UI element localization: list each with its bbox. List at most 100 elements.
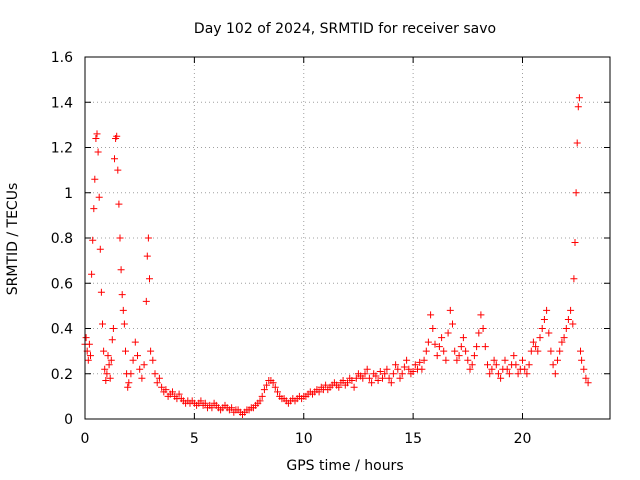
data-point bbox=[363, 365, 371, 373]
data-point bbox=[392, 361, 400, 369]
data-point bbox=[87, 352, 94, 360]
grid-lines bbox=[85, 57, 610, 419]
data-point bbox=[105, 361, 113, 369]
data-point bbox=[120, 320, 128, 328]
data-point bbox=[368, 379, 376, 387]
data-point bbox=[484, 361, 491, 369]
x-tick-label: 10 bbox=[295, 431, 313, 447]
data-point bbox=[468, 361, 476, 369]
x-axis-label: GPS time / hours bbox=[286, 458, 403, 474]
data-point bbox=[101, 365, 109, 373]
data-point bbox=[578, 356, 586, 364]
data-point bbox=[470, 352, 478, 360]
data-point bbox=[140, 361, 148, 369]
data-point bbox=[91, 175, 99, 183]
data-point bbox=[387, 379, 395, 387]
data-point bbox=[201, 399, 209, 407]
data-point bbox=[138, 374, 146, 382]
data-point bbox=[142, 297, 150, 305]
data-point bbox=[118, 291, 126, 299]
data-point bbox=[339, 377, 347, 384]
data-point bbox=[545, 329, 553, 337]
y-tick-label: 1 bbox=[64, 186, 73, 202]
data-point bbox=[510, 352, 518, 360]
y-tick-label: 1.2 bbox=[51, 141, 73, 157]
data-point bbox=[466, 365, 474, 373]
data-point bbox=[486, 370, 494, 378]
data-point bbox=[143, 252, 151, 260]
data-point bbox=[379, 374, 386, 382]
data-point bbox=[558, 338, 566, 346]
data-point bbox=[451, 347, 459, 355]
data-point bbox=[348, 377, 356, 384]
data-points bbox=[81, 94, 592, 418]
data-point bbox=[85, 340, 93, 348]
data-point bbox=[554, 356, 561, 364]
data-point bbox=[534, 347, 542, 355]
data-point bbox=[95, 193, 103, 201]
data-point bbox=[106, 374, 114, 382]
data-point bbox=[532, 343, 540, 351]
data-point bbox=[92, 135, 100, 142]
data-point bbox=[361, 370, 369, 378]
data-point bbox=[573, 139, 581, 147]
data-point bbox=[93, 130, 101, 138]
x-tick-label: 5 bbox=[190, 431, 199, 447]
data-point bbox=[429, 325, 437, 332]
y-axis-label: SRMTID / TECUs bbox=[5, 183, 21, 296]
data-point bbox=[256, 397, 264, 405]
data-point bbox=[258, 392, 266, 400]
data-point bbox=[514, 370, 522, 378]
data-point bbox=[519, 356, 526, 364]
data-point bbox=[96, 245, 104, 253]
data-point bbox=[153, 379, 161, 387]
data-point bbox=[396, 374, 404, 382]
data-point bbox=[352, 374, 360, 382]
data-point bbox=[403, 356, 411, 364]
y-tick-label: 0 bbox=[64, 412, 73, 428]
data-point bbox=[162, 386, 170, 394]
data-point bbox=[109, 325, 117, 332]
data-point bbox=[523, 370, 531, 378]
data-point bbox=[488, 365, 496, 373]
data-point bbox=[521, 365, 529, 373]
data-point bbox=[99, 320, 106, 328]
data-point bbox=[376, 368, 384, 375]
data-point bbox=[477, 311, 485, 319]
data-point bbox=[574, 103, 582, 111]
data-point bbox=[383, 365, 391, 373]
data-point bbox=[263, 381, 271, 389]
x-tick-label: 20 bbox=[514, 431, 532, 447]
data-point bbox=[538, 325, 546, 332]
y-tick-label: 0.6 bbox=[51, 276, 73, 292]
data-point bbox=[416, 358, 424, 366]
data-point bbox=[501, 356, 509, 364]
data-point bbox=[405, 365, 413, 373]
data-point bbox=[562, 325, 570, 332]
data-point bbox=[124, 383, 132, 391]
data-point bbox=[571, 239, 579, 246]
data-point bbox=[89, 236, 97, 244]
data-point bbox=[525, 361, 533, 369]
data-point bbox=[374, 377, 382, 384]
data-point bbox=[422, 347, 430, 355]
data-point bbox=[90, 205, 98, 213]
data-point bbox=[490, 356, 498, 364]
data-point bbox=[420, 356, 428, 364]
data-point bbox=[409, 368, 417, 375]
data-point bbox=[584, 379, 592, 387]
data-point bbox=[575, 94, 583, 102]
data-point bbox=[455, 352, 463, 360]
data-point bbox=[400, 363, 408, 371]
y-tick-label: 1.6 bbox=[51, 50, 73, 66]
data-point bbox=[551, 370, 559, 378]
data-point bbox=[274, 388, 281, 396]
data-point bbox=[149, 356, 157, 364]
data-point bbox=[372, 372, 380, 380]
data-point bbox=[111, 155, 118, 163]
data-point bbox=[389, 370, 397, 378]
data-point bbox=[492, 361, 500, 369]
data-point bbox=[84, 356, 92, 364]
data-point bbox=[556, 347, 564, 355]
